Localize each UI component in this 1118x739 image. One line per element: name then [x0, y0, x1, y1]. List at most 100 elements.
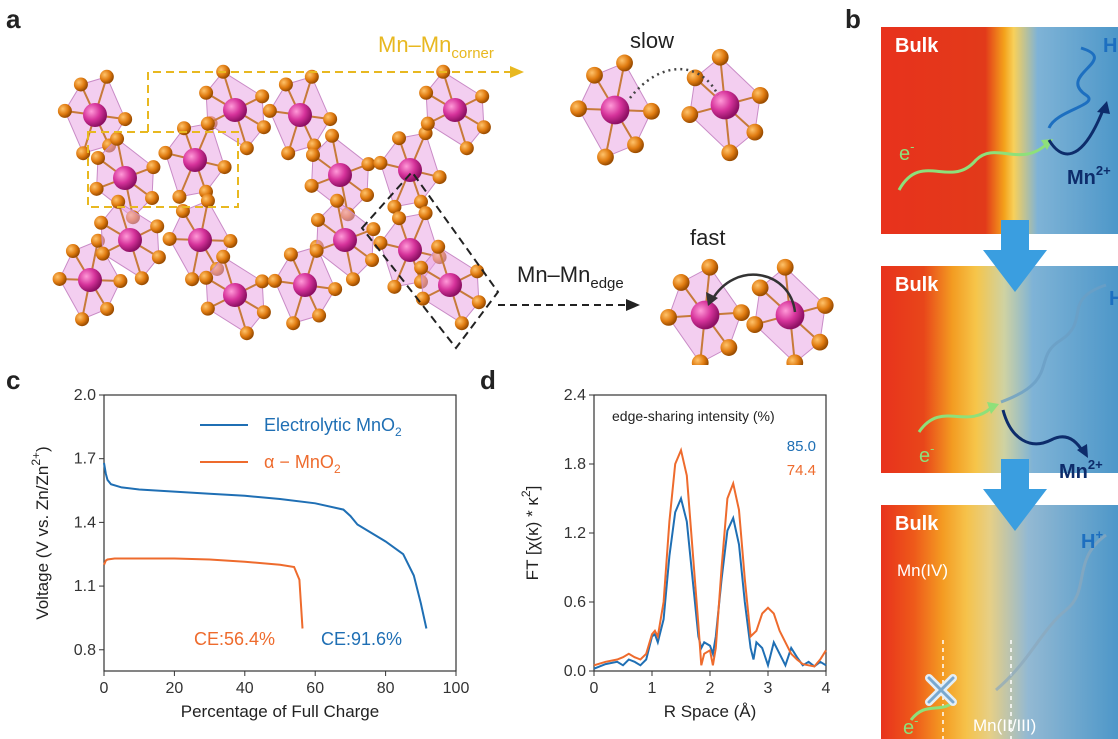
oxygen-atom	[145, 191, 160, 206]
oxygen-atom	[570, 100, 587, 118]
proton-path	[995, 533, 1107, 692]
series-line	[103, 557, 304, 629]
oxygen-atom	[255, 89, 270, 104]
oxygen-atom	[89, 181, 104, 196]
proton-label: H+	[1103, 31, 1118, 57]
oxygen-atom	[816, 297, 834, 314]
series-line	[593, 446, 827, 668]
oxygen-atom	[681, 106, 699, 123]
corner-highlight-box	[87, 131, 239, 208]
oxygen-atom	[711, 48, 729, 66]
oxygen-atom	[720, 339, 738, 356]
oxygen-atom	[691, 354, 709, 365]
electron-arrow-head	[987, 402, 999, 414]
fast-label: fast	[690, 225, 725, 250]
oxygen-atom	[418, 206, 433, 221]
oxygen-atom	[110, 131, 125, 146]
oxygen-atom	[746, 316, 764, 333]
panel-label-d: d	[480, 365, 496, 395]
oxygen-atom	[162, 231, 177, 246]
corner-sharing-octahedra	[570, 48, 769, 166]
mn2-label: Mn2+	[1067, 163, 1111, 189]
panel-label-a: a	[6, 4, 21, 34]
manganese-atom	[710, 90, 740, 120]
manganese-atom	[328, 163, 352, 187]
oxygen-atom	[459, 141, 474, 156]
fast-hop-arrow-head	[706, 292, 718, 306]
oxygen-atom	[283, 247, 298, 262]
x-tick-label: 0	[590, 680, 599, 697]
legend-value: 74.4	[787, 462, 816, 479]
x-tick-label: 60	[306, 680, 324, 697]
oxygen-atom	[305, 147, 320, 162]
oxygen-atom	[256, 120, 271, 135]
manganese-atom	[223, 98, 247, 122]
x-tick-label: 1	[648, 680, 657, 697]
plot-frame	[593, 394, 827, 672]
oxygen-atom	[57, 103, 72, 118]
oxygen-atom	[172, 189, 187, 204]
oxygen-atom	[471, 295, 486, 310]
electron-label: e-	[903, 713, 918, 739]
y-tick-label: 0.6	[564, 594, 586, 611]
mn2-arrow-head	[1097, 101, 1110, 114]
manganese-atom	[83, 103, 107, 127]
panel-label-c: c	[6, 365, 21, 395]
edge-sharing-octahedra	[660, 258, 834, 365]
proton-path	[1000, 283, 1107, 404]
x-tick-label: 100	[443, 680, 470, 697]
mno2-lattice	[52, 64, 491, 341]
oxygen-atom	[95, 246, 110, 261]
oxygen-atom	[177, 121, 192, 136]
oxygen-atom	[146, 160, 161, 175]
oxygen-atom	[200, 116, 215, 131]
oxygen-atom	[65, 244, 80, 259]
oxygen-atom	[751, 279, 769, 297]
interface-panel-2: Bulk	[881, 266, 1118, 473]
mn2-path	[1047, 109, 1105, 156]
oxygen-atom	[361, 157, 376, 172]
panel-b-overlay: e- H+ Mn2+ e- H+ Mn2+ e- H+ Mn(IV) Mn(II…	[897, 31, 1118, 739]
legend-title: edge-sharing intensity (%)	[612, 408, 775, 424]
manganese-atom	[223, 283, 247, 307]
proton-label: H+	[1081, 527, 1103, 553]
oxygen-atom	[75, 312, 90, 327]
oxygen-atom	[643, 102, 660, 120]
oxygen-atom	[150, 219, 165, 234]
oxygen-atom	[281, 146, 296, 161]
mn4-label: Mn(IV)	[897, 561, 948, 580]
oxygen-atom	[373, 235, 388, 250]
x-tick-label: 3	[764, 680, 773, 697]
oxygen-atom	[392, 211, 407, 226]
down-arrow-2	[983, 459, 1047, 531]
plot-frame	[103, 394, 457, 672]
oxygen-atom	[686, 69, 704, 87]
x-tick-label: 0	[100, 680, 109, 697]
oxygen-atom	[328, 282, 343, 297]
manganese-atom	[443, 98, 467, 122]
oxygen-atom	[786, 354, 804, 365]
electron-label: e-	[919, 441, 934, 467]
manganese-atom	[398, 238, 422, 262]
panel-label-b: b	[845, 4, 861, 34]
oxygen-atom	[470, 264, 485, 279]
down-arrow-1	[983, 220, 1047, 292]
oxygen-atom	[432, 170, 447, 185]
y-tick-label: 1.4	[74, 514, 96, 531]
oxygen-atom	[267, 273, 282, 288]
crystal-structure-figure: Mn–Mncorner Mn–Mnedge slow fast	[52, 28, 834, 365]
mn2-path	[1001, 409, 1085, 453]
oxygen-atom	[420, 116, 435, 131]
oxygen-atom	[746, 123, 764, 141]
oxygen-atom	[216, 249, 231, 264]
oxygen-atom	[414, 260, 429, 275]
oxygen-atom	[387, 279, 402, 294]
ce-annotation-alpha: CE:56.4%	[194, 629, 275, 649]
manganese-atom	[438, 273, 462, 297]
oxygen-atom	[627, 136, 644, 154]
bulk-label: Bulk	[895, 513, 939, 535]
edge-highlight-box	[360, 170, 500, 350]
oxygen-atom	[94, 215, 109, 230]
oxygen-atom	[304, 69, 319, 84]
manganese-atom	[188, 228, 212, 252]
